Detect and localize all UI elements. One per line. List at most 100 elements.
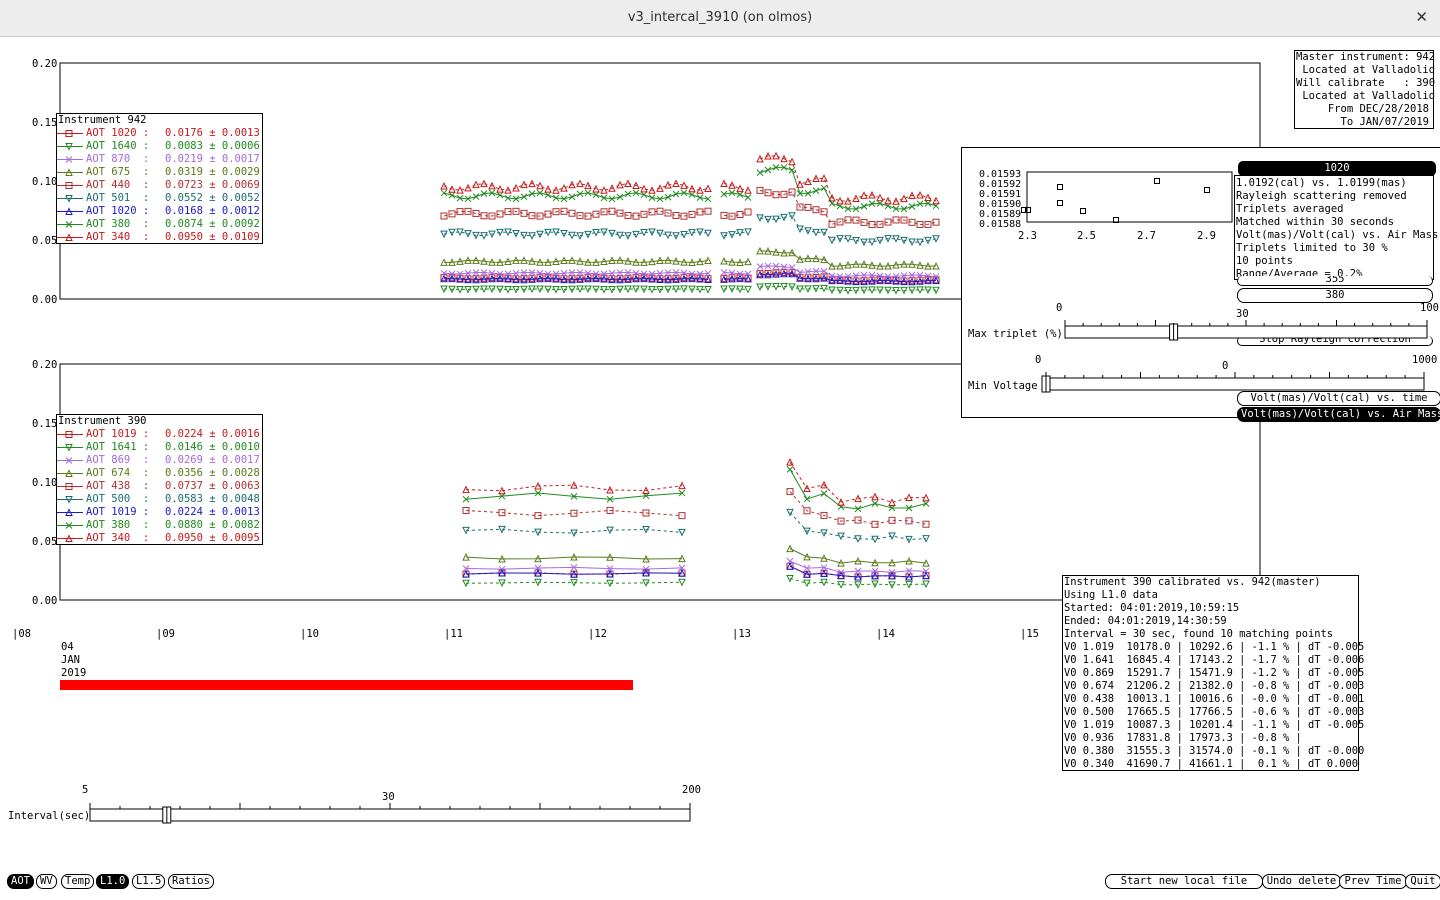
series-marker[interactable]	[796, 255, 804, 263]
series-marker[interactable]	[568, 193, 576, 201]
series-marker[interactable]	[804, 177, 812, 185]
series-marker[interactable]	[688, 285, 696, 294]
series-marker[interactable]	[480, 232, 488, 240]
series-marker[interactable]	[836, 286, 844, 295]
series-marker[interactable]	[576, 232, 584, 240]
series-marker[interactable]	[570, 564, 578, 571]
series-marker[interactable]	[852, 277, 860, 286]
series-marker[interactable]	[448, 210, 456, 218]
series-marker[interactable]	[796, 274, 804, 282]
series-marker[interactable]	[456, 285, 464, 294]
series-marker[interactable]	[720, 179, 728, 188]
series-marker[interactable]	[871, 558, 879, 567]
series-marker[interactable]	[922, 535, 930, 543]
series-marker[interactable]	[888, 581, 896, 589]
series-marker[interactable]	[568, 269, 576, 276]
series-marker[interactable]	[498, 579, 506, 588]
series-marker[interactable]	[756, 246, 764, 255]
series-marker[interactable]	[440, 181, 448, 190]
series-marker[interactable]	[922, 500, 930, 507]
series-marker[interactable]	[498, 568, 506, 577]
series-marker[interactable]	[504, 285, 512, 294]
series-marker[interactable]	[600, 194, 608, 202]
plot-area[interactable]: 0.20 0.15 0.10 0.05 0.00 0.20 0.15 0.10 0.05 0.0…	[0, 37, 1440, 900]
series-marker[interactable]	[576, 179, 584, 188]
series-marker[interactable]	[804, 254, 812, 262]
series-marker[interactable]	[844, 216, 852, 224]
series-marker[interactable]	[780, 268, 788, 276]
series-marker[interactable]	[837, 532, 845, 541]
series-marker[interactable]	[448, 274, 456, 283]
series-marker[interactable]	[584, 181, 592, 190]
series-marker[interactable]	[780, 263, 788, 271]
series-marker[interactable]	[606, 506, 614, 514]
series-marker[interactable]	[624, 190, 632, 198]
series-marker[interactable]	[632, 181, 640, 190]
series-marker[interactable]	[472, 275, 480, 284]
series-marker[interactable]	[464, 275, 472, 284]
series-marker[interactable]	[664, 275, 672, 284]
mode-vs-airmass-button[interactable]: Volt(mas)/Volt(cal) vs. Air Mass	[1237, 407, 1440, 422]
series-marker[interactable]	[65, 195, 73, 203]
series-marker[interactable]	[624, 275, 632, 283]
series-marker[interactable]	[648, 208, 656, 216]
series-marker[interactable]	[932, 218, 940, 226]
series-marker[interactable]	[908, 260, 916, 268]
series-marker[interactable]	[803, 564, 811, 572]
series-marker[interactable]	[892, 205, 900, 213]
series-marker[interactable]	[608, 229, 616, 238]
series-marker[interactable]	[924, 236, 932, 245]
series-marker[interactable]	[512, 269, 520, 277]
series-marker[interactable]	[868, 286, 876, 295]
series-marker[interactable]	[820, 274, 828, 282]
series-marker[interactable]	[788, 212, 796, 220]
mini-plot-point[interactable]	[1057, 184, 1063, 190]
series-marker[interactable]	[804, 274, 812, 283]
series-marker[interactable]	[488, 274, 496, 283]
series-marker[interactable]	[860, 260, 868, 268]
series-marker[interactable]	[828, 236, 836, 245]
series-marker[interactable]	[844, 286, 852, 295]
series-marker[interactable]	[504, 257, 512, 265]
series-marker[interactable]	[892, 197, 900, 205]
series-marker[interactable]	[472, 231, 480, 240]
series-marker[interactable]	[900, 205, 908, 213]
upper-legend-entry[interactable]: AOT 870 : 0.0219 ± 0.0017	[57, 153, 262, 166]
series-marker[interactable]	[512, 275, 520, 284]
series-marker[interactable]	[828, 220, 836, 228]
series-marker[interactable]	[868, 271, 876, 279]
series-marker[interactable]	[871, 520, 879, 528]
series-marker[interactable]	[720, 190, 728, 198]
series-marker[interactable]	[576, 212, 584, 220]
mini-plot-point[interactable]	[1080, 208, 1086, 214]
series-marker[interactable]	[496, 270, 504, 278]
series-marker[interactable]	[728, 258, 736, 266]
series-marker[interactable]	[65, 483, 73, 490]
series-marker[interactable]	[820, 529, 828, 538]
timeline-selection-bar[interactable]	[60, 680, 633, 690]
series-marker[interactable]	[534, 569, 542, 577]
series-marker[interactable]	[520, 269, 528, 276]
series-marker[interactable]	[536, 212, 544, 220]
series-marker[interactable]	[464, 230, 472, 238]
series-marker[interactable]	[736, 211, 744, 219]
series-marker[interactable]	[642, 568, 650, 577]
series-marker[interactable]	[498, 525, 506, 534]
series-marker[interactable]	[744, 194, 752, 201]
series-marker[interactable]	[852, 286, 860, 295]
series-marker[interactable]	[65, 457, 73, 464]
series-marker[interactable]	[664, 231, 672, 240]
series-marker[interactable]	[65, 168, 73, 176]
series-marker[interactable]	[568, 285, 576, 294]
series-marker[interactable]	[678, 481, 686, 490]
series-marker[interactable]	[672, 275, 680, 283]
undo-delete-button[interactable]: Undo delete	[1262, 874, 1341, 889]
series-marker[interactable]	[916, 286, 924, 295]
series-marker[interactable]	[696, 194, 704, 201]
mode-button-temp[interactable]: Temp	[61, 874, 95, 889]
series-marker[interactable]	[756, 283, 764, 292]
series-marker[interactable]	[624, 257, 632, 265]
series-marker[interactable]	[534, 489, 542, 497]
series-marker[interactable]	[905, 504, 913, 512]
series-marker[interactable]	[803, 484, 811, 493]
